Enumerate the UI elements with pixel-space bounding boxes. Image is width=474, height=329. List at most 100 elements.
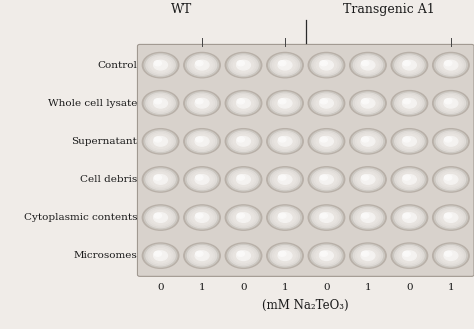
- Circle shape: [233, 96, 254, 110]
- Circle shape: [362, 137, 369, 142]
- Circle shape: [233, 172, 254, 187]
- Circle shape: [395, 245, 424, 266]
- Circle shape: [142, 167, 179, 192]
- Circle shape: [142, 205, 179, 230]
- Circle shape: [350, 129, 386, 154]
- Circle shape: [154, 99, 162, 104]
- Circle shape: [433, 167, 469, 192]
- Circle shape: [196, 175, 203, 180]
- Circle shape: [150, 172, 171, 187]
- Circle shape: [186, 206, 219, 229]
- Circle shape: [227, 244, 260, 267]
- Circle shape: [148, 247, 173, 264]
- Circle shape: [310, 244, 343, 267]
- Circle shape: [273, 171, 297, 188]
- Circle shape: [269, 54, 301, 77]
- Text: 1: 1: [365, 283, 371, 292]
- Circle shape: [393, 92, 426, 114]
- Circle shape: [275, 134, 295, 148]
- Circle shape: [353, 55, 383, 75]
- Circle shape: [393, 130, 426, 153]
- Circle shape: [319, 213, 333, 222]
- Circle shape: [395, 207, 424, 228]
- Circle shape: [358, 134, 378, 148]
- Circle shape: [308, 129, 345, 154]
- Text: Transgenic A1: Transgenic A1: [343, 3, 435, 16]
- Text: 0: 0: [240, 283, 247, 292]
- Circle shape: [399, 58, 419, 72]
- Circle shape: [273, 95, 297, 112]
- Circle shape: [319, 98, 333, 108]
- Circle shape: [356, 95, 380, 112]
- Circle shape: [402, 98, 416, 108]
- Circle shape: [278, 137, 292, 146]
- Circle shape: [144, 54, 177, 77]
- Text: Supernatant: Supernatant: [72, 137, 137, 146]
- Circle shape: [270, 131, 300, 151]
- Circle shape: [148, 95, 173, 112]
- Circle shape: [192, 249, 212, 263]
- Circle shape: [397, 95, 422, 112]
- Circle shape: [231, 247, 256, 264]
- Circle shape: [154, 213, 167, 222]
- Circle shape: [279, 213, 286, 218]
- Text: Control: Control: [98, 61, 137, 70]
- Circle shape: [435, 206, 467, 229]
- Circle shape: [190, 57, 214, 74]
- Circle shape: [237, 213, 250, 222]
- Circle shape: [316, 58, 337, 72]
- Circle shape: [314, 171, 339, 188]
- Circle shape: [196, 61, 203, 66]
- Circle shape: [229, 207, 258, 228]
- Circle shape: [269, 244, 301, 267]
- Circle shape: [402, 213, 416, 222]
- Circle shape: [356, 171, 380, 188]
- Circle shape: [444, 175, 458, 184]
- Circle shape: [393, 168, 426, 191]
- Circle shape: [320, 61, 328, 66]
- Circle shape: [393, 206, 426, 229]
- Circle shape: [186, 244, 219, 267]
- Circle shape: [187, 207, 217, 228]
- Circle shape: [233, 134, 254, 148]
- Circle shape: [402, 251, 416, 261]
- Circle shape: [310, 168, 343, 191]
- Circle shape: [279, 251, 286, 256]
- Text: 1: 1: [282, 283, 288, 292]
- Circle shape: [441, 211, 461, 225]
- Circle shape: [146, 207, 175, 228]
- Circle shape: [362, 61, 369, 66]
- Circle shape: [146, 245, 175, 266]
- Circle shape: [227, 54, 260, 77]
- Circle shape: [148, 133, 173, 150]
- Circle shape: [229, 55, 258, 75]
- Circle shape: [319, 60, 333, 70]
- Circle shape: [391, 129, 428, 154]
- Circle shape: [395, 55, 424, 75]
- Circle shape: [144, 168, 177, 191]
- Circle shape: [444, 213, 458, 222]
- Circle shape: [148, 171, 173, 188]
- Circle shape: [433, 129, 469, 154]
- Circle shape: [270, 169, 300, 190]
- Circle shape: [361, 175, 375, 184]
- Circle shape: [353, 93, 383, 114]
- Circle shape: [361, 98, 375, 108]
- Circle shape: [433, 243, 469, 268]
- Circle shape: [399, 211, 419, 225]
- Circle shape: [190, 209, 214, 226]
- Circle shape: [225, 90, 262, 116]
- Circle shape: [269, 168, 301, 191]
- Circle shape: [403, 213, 410, 218]
- Circle shape: [310, 54, 343, 77]
- Circle shape: [399, 96, 419, 110]
- Circle shape: [403, 175, 410, 180]
- Circle shape: [399, 249, 419, 263]
- Circle shape: [142, 90, 179, 116]
- Circle shape: [192, 58, 212, 72]
- Circle shape: [148, 209, 173, 226]
- Circle shape: [273, 209, 297, 226]
- Circle shape: [403, 137, 410, 142]
- Circle shape: [269, 92, 301, 114]
- Circle shape: [395, 131, 424, 151]
